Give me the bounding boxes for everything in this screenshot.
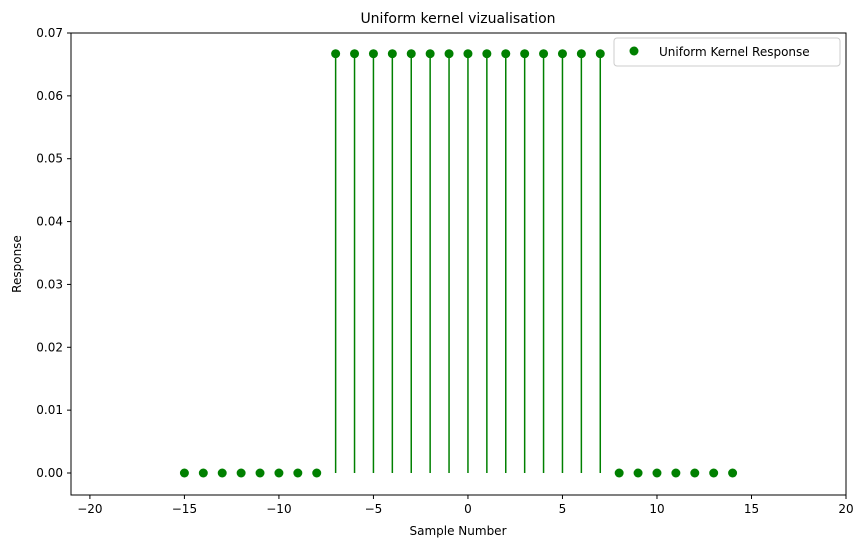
x-tick-label: 10: [649, 502, 664, 516]
x-tick-label: −15: [172, 502, 197, 516]
y-axis-ticks: 0.00 0.01 0.02 0.03 0.04 0.05 0.06 0.07: [36, 26, 71, 480]
stem-markers: [179, 49, 738, 478]
y-tick-label: 0.04: [36, 215, 63, 229]
stem-marker: [501, 49, 511, 59]
stem-marker: [595, 49, 605, 59]
x-tick-label: −10: [266, 502, 291, 516]
stem-marker: [671, 468, 681, 478]
x-tick-label: −20: [77, 502, 102, 516]
legend: Uniform Kernel Response: [613, 37, 841, 67]
x-tick-label: 0: [464, 502, 472, 516]
stem-marker: [557, 49, 567, 59]
y-tick-label: 0.01: [36, 403, 63, 417]
y-tick-label: 0.07: [36, 26, 63, 40]
y-tick-label: 0.05: [36, 152, 63, 166]
stem-marker: [406, 49, 416, 59]
stem-marker: [633, 468, 643, 478]
stem-marker: [179, 468, 189, 478]
stem-marker: [274, 468, 284, 478]
stem-marker: [614, 468, 624, 478]
stem-marker: [482, 49, 492, 59]
stem-marker: [236, 468, 246, 478]
plot-frame: [70, 32, 847, 496]
x-tick-label: 20: [838, 502, 853, 516]
stem-marker: [255, 468, 265, 478]
y-axis-label: Response: [10, 235, 24, 293]
stem-marker: [463, 49, 473, 59]
stem-marker: [709, 468, 719, 478]
y-tick-label: 0.06: [36, 89, 63, 103]
stem-marker: [293, 468, 303, 478]
x-tick-label: 5: [559, 502, 567, 516]
stem-marker: [444, 49, 454, 59]
stem-marker: [690, 468, 700, 478]
stem-marker: [652, 468, 662, 478]
stem-marker: [387, 49, 397, 59]
stem-marker: [728, 468, 738, 478]
stem-marker: [217, 468, 227, 478]
chart-title: Uniform kernel vizualisation: [360, 11, 555, 27]
stem-marker: [312, 468, 322, 478]
x-axis-label: Sample Number: [409, 524, 506, 538]
stem-marker: [198, 468, 208, 478]
x-tick-label: 15: [744, 502, 759, 516]
stem-marker: [425, 49, 435, 59]
stem-marker: [520, 49, 530, 59]
legend-label: Uniform Kernel Response: [659, 45, 810, 59]
y-tick-label: 0.00: [36, 466, 63, 480]
stem-marker: [576, 49, 586, 59]
stem-marker: [331, 49, 341, 59]
stem-lines: [334, 53, 602, 473]
y-tick-label: 0.03: [36, 277, 63, 291]
y-tick-label: 0.02: [36, 340, 63, 354]
legend-marker: [629, 46, 639, 56]
x-tick-label: −5: [365, 502, 383, 516]
x-axis-ticks: −20 −15 −10 −5 0 5 10 15 20: [77, 495, 854, 516]
stem-marker: [368, 49, 378, 59]
stem-marker: [350, 49, 360, 59]
stem-marker: [539, 49, 549, 59]
legend-box: [613, 37, 841, 67]
